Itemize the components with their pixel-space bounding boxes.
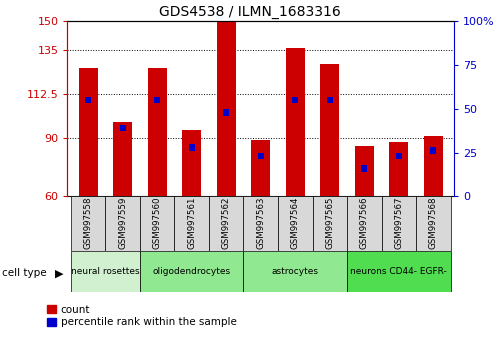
Text: GSM997561: GSM997561 [187, 196, 196, 249]
Legend: count, percentile rank within the sample: count, percentile rank within the sample [45, 303, 239, 329]
FancyBboxPatch shape [382, 196, 416, 251]
Text: cell type: cell type [2, 268, 47, 278]
Text: GSM997563: GSM997563 [256, 196, 265, 249]
Text: GSM997566: GSM997566 [360, 196, 369, 249]
Bar [286, 48, 305, 196]
Bar [78, 68, 98, 196]
FancyBboxPatch shape [175, 196, 209, 251]
Bar [251, 140, 270, 196]
FancyBboxPatch shape [416, 196, 451, 251]
Text: GSM997558: GSM997558 [83, 196, 93, 249]
Bar [217, 21, 236, 196]
Bar [430, 147, 437, 154]
Bar [182, 130, 201, 196]
FancyBboxPatch shape [209, 196, 244, 251]
FancyBboxPatch shape [244, 196, 278, 251]
Text: GSM997565: GSM997565 [325, 196, 334, 249]
Text: GSM997564: GSM997564 [291, 196, 300, 249]
Bar [154, 97, 160, 103]
FancyBboxPatch shape [140, 251, 244, 292]
Text: GSM997567: GSM997567 [394, 196, 403, 249]
FancyBboxPatch shape [105, 196, 140, 251]
Text: neural rosettes: neural rosettes [71, 267, 140, 276]
FancyBboxPatch shape [347, 196, 382, 251]
Bar [148, 68, 167, 196]
Bar [320, 64, 339, 196]
FancyBboxPatch shape [278, 196, 312, 251]
Bar [113, 122, 132, 196]
FancyBboxPatch shape [347, 251, 451, 292]
Bar [223, 109, 230, 116]
Text: GSM997562: GSM997562 [222, 196, 231, 249]
Bar [257, 153, 264, 159]
Text: GSM997560: GSM997560 [153, 196, 162, 249]
Bar [119, 125, 126, 131]
Bar [396, 153, 402, 159]
Bar [424, 136, 443, 196]
Bar [189, 144, 195, 151]
FancyBboxPatch shape [312, 196, 347, 251]
Bar [292, 97, 298, 103]
Text: ▶: ▶ [54, 268, 63, 278]
Bar [389, 142, 408, 196]
Text: neurons CD44- EGFR-: neurons CD44- EGFR- [350, 267, 447, 276]
FancyBboxPatch shape [244, 251, 347, 292]
FancyBboxPatch shape [71, 196, 105, 251]
Text: GDS4538 / ILMN_1683316: GDS4538 / ILMN_1683316 [159, 5, 340, 19]
Text: astrocytes: astrocytes [272, 267, 319, 276]
FancyBboxPatch shape [140, 196, 175, 251]
Bar [361, 165, 367, 172]
Bar [355, 146, 374, 196]
FancyBboxPatch shape [71, 251, 140, 292]
Bar [327, 97, 333, 103]
Text: GSM997568: GSM997568 [429, 196, 438, 249]
Text: oligodendrocytes: oligodendrocytes [153, 267, 231, 276]
Text: GSM997559: GSM997559 [118, 196, 127, 249]
Bar [85, 97, 91, 103]
